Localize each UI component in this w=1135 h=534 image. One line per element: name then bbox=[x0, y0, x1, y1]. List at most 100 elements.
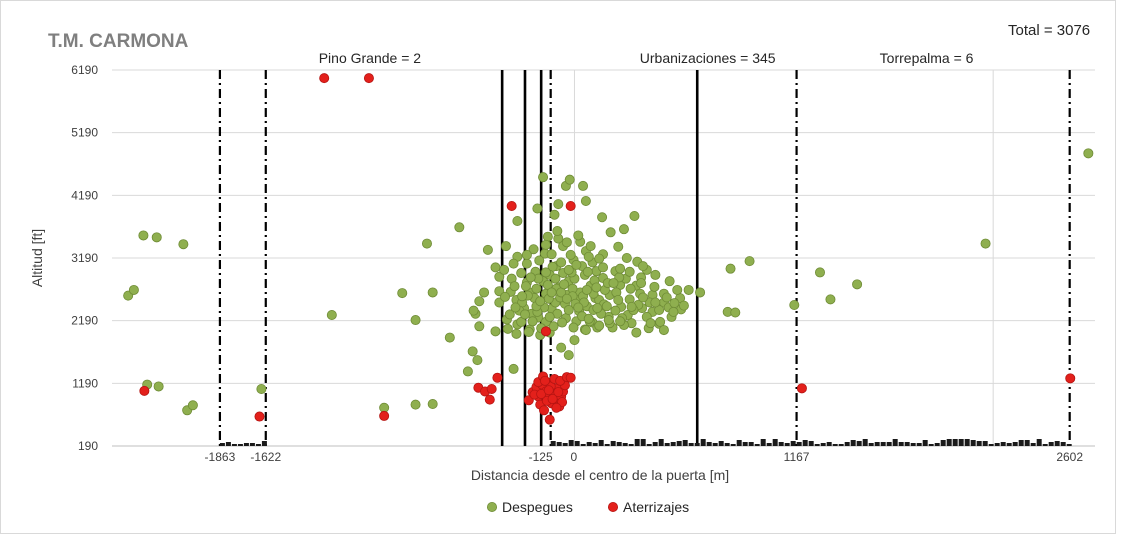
despegue-point bbox=[695, 287, 706, 298]
terrain-block bbox=[231, 444, 237, 446]
despegue-point bbox=[583, 313, 594, 324]
terrain-block bbox=[796, 442, 802, 446]
despegue-point bbox=[444, 332, 455, 343]
y-tick-label: 2190 bbox=[71, 314, 98, 328]
terrain-block bbox=[922, 440, 928, 446]
despegue-point bbox=[631, 327, 642, 338]
despegue-point bbox=[581, 284, 592, 295]
despegue-point bbox=[510, 302, 521, 313]
zone-label: Torrepalma = 6 bbox=[880, 50, 974, 66]
terrain-block bbox=[904, 442, 910, 446]
aterrizaje-point bbox=[544, 414, 555, 425]
despegue-point bbox=[517, 291, 528, 302]
despegue-point bbox=[178, 239, 189, 250]
despegue-point bbox=[825, 294, 836, 305]
y-tick-label: 6190 bbox=[71, 63, 98, 77]
despegue-point bbox=[521, 258, 532, 269]
despegue-point bbox=[256, 383, 267, 394]
despegue-point bbox=[556, 257, 567, 268]
chart-title: T.M. CARMONA bbox=[48, 31, 189, 52]
despegue-point bbox=[508, 363, 519, 374]
terrain-block bbox=[748, 442, 754, 446]
aterrizaje-point bbox=[551, 402, 562, 413]
terrain-block bbox=[994, 443, 1000, 446]
terrain-block bbox=[916, 443, 922, 446]
terrain-block bbox=[604, 444, 610, 446]
terrain-block bbox=[970, 440, 976, 446]
terrain-block bbox=[934, 443, 940, 446]
terrain-block bbox=[976, 441, 982, 446]
terrain-block bbox=[249, 443, 255, 446]
terrain-block bbox=[1000, 442, 1006, 446]
despegue-point bbox=[852, 279, 863, 290]
terrain-block bbox=[1006, 443, 1012, 446]
despegue-point bbox=[573, 230, 584, 241]
aterrizaje-point bbox=[506, 200, 517, 211]
terrain-block bbox=[628, 444, 634, 446]
despegue-point bbox=[462, 366, 473, 377]
terrain-block bbox=[964, 439, 970, 446]
despegue-point bbox=[454, 222, 465, 233]
despegue-point bbox=[725, 263, 736, 274]
terrain-block bbox=[868, 443, 874, 446]
aterrizaje-point bbox=[139, 385, 150, 396]
despegue-point bbox=[645, 318, 656, 329]
terrain-block bbox=[550, 441, 556, 446]
despegue-point bbox=[672, 284, 683, 295]
terrain-block bbox=[754, 444, 760, 446]
legend-label: Despegues bbox=[502, 499, 573, 515]
despegue-point bbox=[637, 292, 648, 303]
aterrizaje-point bbox=[539, 405, 550, 416]
despegue-point bbox=[499, 264, 510, 275]
despegue-point bbox=[532, 203, 543, 214]
despegue-point bbox=[658, 325, 669, 336]
despegue-point bbox=[585, 241, 596, 252]
despegue-point bbox=[573, 302, 584, 313]
despegue-point bbox=[580, 325, 591, 336]
terrain-block bbox=[862, 439, 868, 446]
terrain-block bbox=[670, 442, 676, 446]
despegue-point bbox=[527, 316, 538, 327]
terrain-block bbox=[640, 439, 646, 446]
despegue-point bbox=[578, 180, 589, 191]
y-tick-label: 3190 bbox=[71, 251, 98, 265]
despegue-point bbox=[591, 282, 602, 293]
despegue-point bbox=[482, 244, 493, 255]
despegue-point bbox=[538, 172, 549, 183]
y-axis-label: Altitud [ft] bbox=[29, 229, 45, 287]
aterrizaje-point bbox=[484, 394, 495, 405]
terrain-block bbox=[844, 442, 850, 446]
despegue-point bbox=[511, 328, 522, 339]
despegue-point bbox=[548, 321, 559, 332]
despegue-point bbox=[557, 317, 568, 328]
terrain-block bbox=[694, 443, 700, 446]
despegue-point bbox=[629, 211, 640, 222]
despegue-point bbox=[549, 209, 560, 220]
terrain-block bbox=[910, 443, 916, 446]
y-tick-label: 190 bbox=[78, 439, 98, 453]
despegue-point bbox=[502, 323, 513, 334]
aterrizaje-point bbox=[540, 326, 551, 337]
despegue-point bbox=[625, 283, 636, 294]
despegue-point bbox=[563, 264, 574, 275]
terrain-block bbox=[952, 439, 958, 446]
legend: Despegues Aterrizajes bbox=[486, 499, 689, 515]
despegue-point bbox=[520, 281, 531, 292]
aterrizaje-point bbox=[486, 383, 497, 394]
despegue-point bbox=[546, 249, 557, 260]
aterrizaje-point bbox=[1065, 373, 1076, 384]
despegue-point bbox=[427, 287, 438, 298]
terrain-block bbox=[225, 442, 231, 446]
terrain-block bbox=[718, 441, 724, 446]
despegue-point bbox=[474, 321, 485, 332]
despegue-point bbox=[603, 315, 614, 326]
despegue-point bbox=[521, 249, 532, 260]
despegue-point bbox=[512, 216, 523, 227]
terrain-block bbox=[586, 442, 592, 446]
despegue-point bbox=[980, 238, 991, 249]
despegue-point bbox=[582, 266, 593, 277]
despegue-point bbox=[542, 231, 553, 242]
despegue-point bbox=[678, 300, 689, 311]
